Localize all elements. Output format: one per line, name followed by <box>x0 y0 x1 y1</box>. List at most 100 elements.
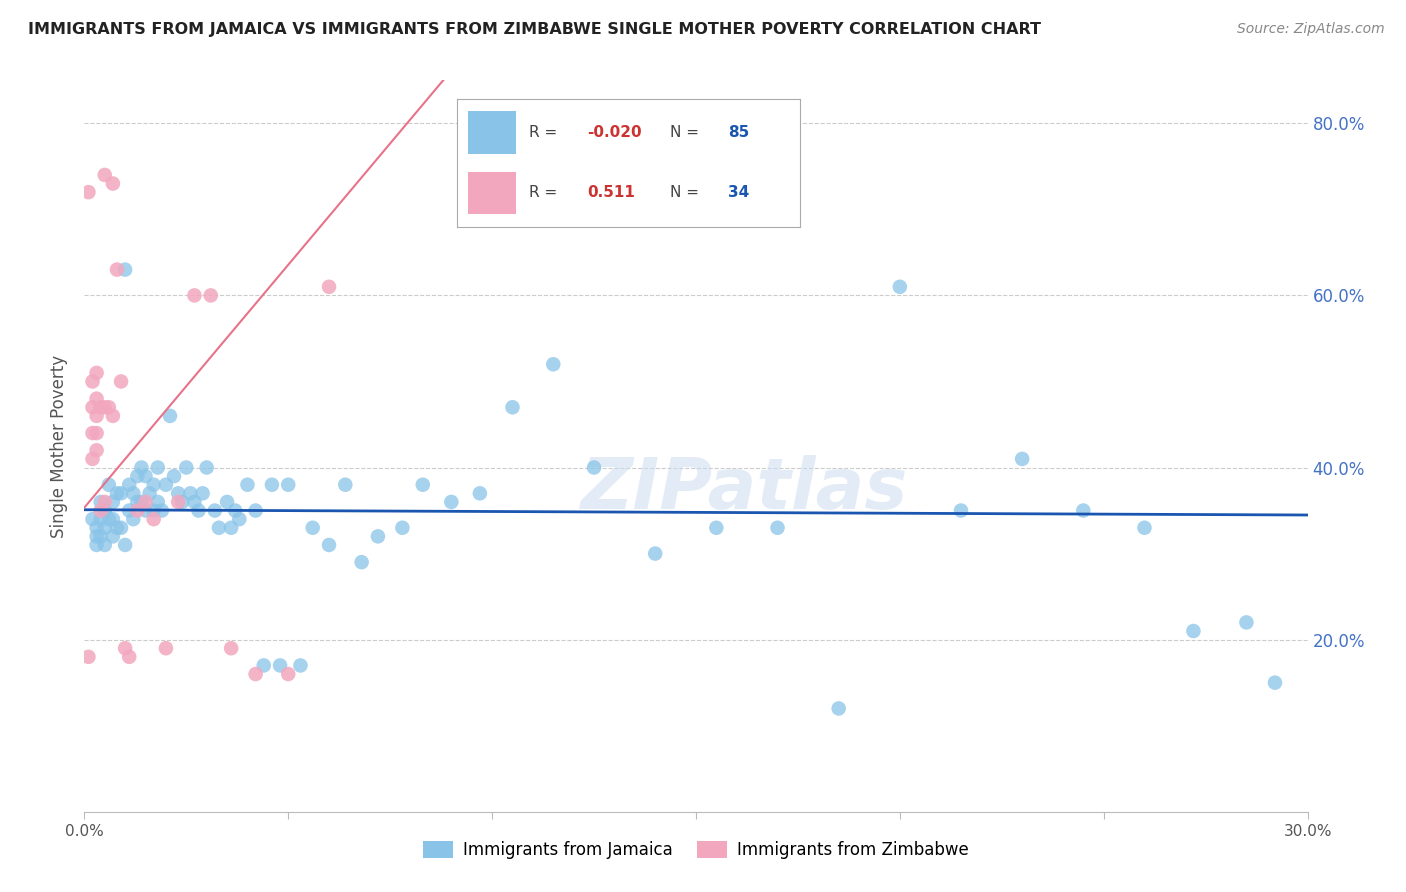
Point <box>82 451 104 466</box>
Point <box>245 667 267 681</box>
Point <box>950 503 973 517</box>
Point <box>114 262 136 277</box>
Point <box>318 280 340 294</box>
Point <box>93 521 115 535</box>
Point <box>105 521 128 535</box>
Point <box>110 486 132 500</box>
Point <box>260 477 283 491</box>
Point <box>101 177 124 191</box>
Point <box>138 486 160 500</box>
Point <box>142 512 165 526</box>
Point <box>277 667 299 681</box>
Point <box>86 538 108 552</box>
Point <box>155 477 177 491</box>
Point <box>82 426 104 441</box>
Point <box>367 529 389 543</box>
Point <box>502 401 524 415</box>
Point <box>828 701 851 715</box>
Point <box>150 503 173 517</box>
Point <box>277 477 299 491</box>
Point <box>90 401 112 415</box>
Point <box>86 529 108 543</box>
Point <box>155 641 177 656</box>
Point <box>135 495 157 509</box>
Point <box>1011 451 1033 466</box>
Point <box>127 503 149 517</box>
Point <box>101 512 124 526</box>
Point <box>122 512 145 526</box>
Y-axis label: Single Mother Poverty: Single Mother Poverty <box>51 354 69 538</box>
Point <box>706 521 728 535</box>
Point <box>200 288 222 302</box>
Point <box>236 477 259 491</box>
Point <box>889 280 911 294</box>
Point <box>142 477 165 491</box>
Point <box>77 185 100 199</box>
Legend: Immigrants from Jamaica, Immigrants from Zimbabwe: Immigrants from Jamaica, Immigrants from… <box>416 834 976 865</box>
Point <box>105 262 128 277</box>
Point <box>290 658 312 673</box>
Point <box>1133 521 1156 535</box>
Point <box>217 495 239 509</box>
Point <box>82 401 104 415</box>
Point <box>142 503 165 517</box>
Point <box>440 495 463 509</box>
Point <box>318 538 340 552</box>
Point <box>86 521 108 535</box>
Point <box>93 168 115 182</box>
Point <box>269 658 291 673</box>
Point <box>90 495 112 509</box>
Point <box>224 503 246 517</box>
Point <box>131 495 153 509</box>
Point <box>86 443 108 458</box>
Point <box>766 521 789 535</box>
Point <box>195 460 218 475</box>
Point <box>97 477 120 491</box>
Point <box>301 521 323 535</box>
Point <box>135 503 157 517</box>
Point <box>93 495 115 509</box>
Point <box>82 512 104 526</box>
Point <box>174 460 197 475</box>
Point <box>86 426 108 441</box>
Point <box>93 503 115 517</box>
Point <box>412 477 434 491</box>
Point <box>163 469 186 483</box>
Point <box>583 460 606 475</box>
Point <box>110 521 132 535</box>
Point <box>159 409 181 423</box>
Point <box>127 495 149 509</box>
Point <box>122 486 145 500</box>
Point <box>172 495 194 509</box>
Point <box>90 503 112 517</box>
Point <box>131 460 153 475</box>
Text: Source: ZipAtlas.com: Source: ZipAtlas.com <box>1237 22 1385 37</box>
Point <box>86 409 108 423</box>
Point <box>1264 675 1286 690</box>
Point <box>183 495 205 509</box>
Point <box>114 538 136 552</box>
Point <box>1073 503 1095 517</box>
Point <box>118 477 141 491</box>
Point <box>86 366 108 380</box>
Point <box>228 512 250 526</box>
Point <box>82 375 104 389</box>
Point <box>127 469 149 483</box>
Point <box>1236 615 1258 630</box>
Point <box>179 486 201 500</box>
Point <box>543 357 565 371</box>
Point <box>253 658 276 673</box>
Point <box>167 495 190 509</box>
Point <box>118 649 141 664</box>
Point <box>191 486 214 500</box>
Point <box>350 555 373 569</box>
Point <box>105 486 128 500</box>
Point <box>468 486 491 500</box>
Point <box>167 486 190 500</box>
Point <box>204 503 226 517</box>
Point <box>86 392 108 406</box>
Text: ZIPatlas: ZIPatlas <box>581 456 908 524</box>
Point <box>219 521 242 535</box>
Point <box>391 521 413 535</box>
Point <box>101 495 124 509</box>
